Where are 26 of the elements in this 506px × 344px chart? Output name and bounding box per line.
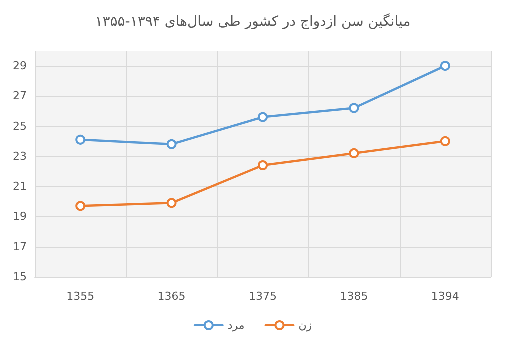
y-tick-label: 15 [13, 270, 27, 284]
x-tick-label: 1365 [158, 290, 186, 303]
point [76, 201, 86, 212]
y-tick-label: 23 [13, 150, 27, 163]
x-tick-label: 1355 [66, 290, 95, 303]
y-tick-label: 27 [13, 90, 27, 103]
y-tick-label: 25 [13, 120, 27, 133]
point [166, 198, 177, 208]
point [440, 136, 450, 146]
point [349, 103, 360, 114]
legend-label: مرد [228, 319, 245, 332]
point [349, 148, 360, 158]
point [166, 139, 177, 150]
y-tick-label: 29 [13, 60, 27, 73]
point [258, 160, 268, 171]
point [76, 134, 86, 145]
y-tick-label: 21 [13, 180, 27, 194]
chart-title: میانگین سن ازدواج در کشور طی سال‌های ۱۳۹۴-۱۳۵۵ [95, 13, 411, 30]
x-tick-label: 1394 [431, 290, 460, 303]
x-tick-label: 1385 [340, 290, 368, 303]
x-tick-label: 1375 [249, 290, 277, 303]
point [258, 112, 268, 122]
legend-label: زن [298, 319, 312, 332]
y-tick-label: 17 [13, 240, 27, 254]
y-tick-label: 19 [13, 210, 27, 224]
point [440, 61, 450, 72]
